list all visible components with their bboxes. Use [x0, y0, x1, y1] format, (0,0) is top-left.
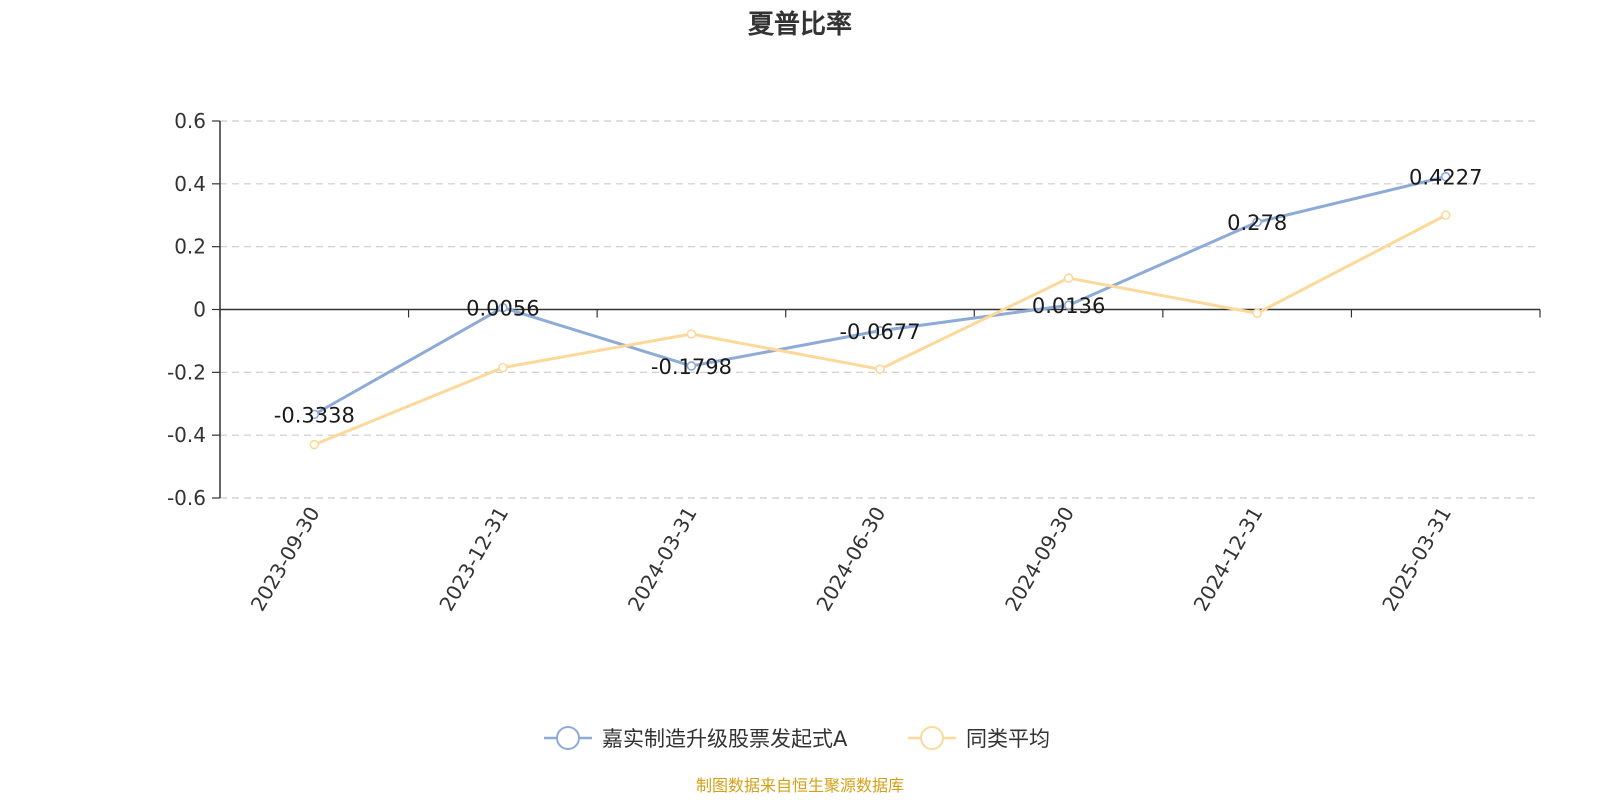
data-point [875, 325, 885, 336]
x-tick-label: 2023-09-30 [246, 503, 325, 616]
data-label: 0.0136 [1032, 294, 1105, 318]
y-tick-label: -0.4 [167, 423, 206, 447]
data-labels: -0.3338 0.0056 -0.1798 -0.0677 0.0136 0.278 0.… [274, 166, 1483, 428]
data-point [686, 361, 697, 371]
x-tick-label: 2023-12-31 [434, 503, 513, 616]
chart-title: 夏普比率 [748, 9, 852, 40]
data-label: -0.0677 [839, 320, 920, 344]
legend: 嘉实制造升级股票发起式A 同类平均 [544, 726, 1050, 751]
y-tick-label: 0.2 [174, 235, 206, 259]
legend-label: 同类平均 [966, 727, 1050, 751]
y-axis-ticks: -0.6 -0.4 -0.2 0 0.2 0.4 0.6 [167, 109, 220, 510]
data-point [686, 329, 697, 339]
x-tick-label: 2024-06-30 [811, 503, 890, 616]
series-group [309, 171, 1451, 450]
axes [219, 121, 1541, 498]
y-tick-label: 0.4 [174, 172, 206, 196]
data-point [875, 364, 885, 374]
legend-marker-icon [556, 726, 580, 750]
legend-item[interactable]: 嘉实制造升级股票发起式A [544, 726, 848, 751]
legend-item[interactable]: 同类平均 [908, 726, 1050, 751]
data-label: 0.278 [1227, 211, 1287, 235]
data-point [309, 439, 320, 450]
data-point [1440, 171, 1451, 182]
y-tick-label: -0.2 [167, 360, 206, 384]
source-note: 制图数据来自恒生聚源数据库 [696, 776, 904, 795]
legend-marker-icon [920, 726, 944, 750]
data-point [1440, 210, 1451, 221]
data-point [309, 409, 320, 420]
data-label: -0.3338 [274, 403, 355, 427]
x-tick-label: 2025-03-31 [1377, 503, 1456, 616]
legend-label: 嘉实制造升级股票发起式A [602, 727, 848, 751]
data-label: -0.1798 [651, 355, 732, 379]
data-point [498, 302, 508, 313]
x-tick-label: 2024-12-31 [1189, 503, 1268, 616]
x-axis-ticks: 2023-09-30 2023-12-31 2024-03-31 2024-06-30… [246, 503, 1456, 616]
data-point [1252, 217, 1262, 227]
data-label: 0.4227 [1409, 166, 1482, 190]
y-tick-label: 0.6 [174, 109, 206, 133]
data-label: 0.0056 [466, 297, 539, 321]
x-tick-label: 2024-09-30 [1000, 503, 1079, 616]
y-tick-label: 0 [193, 298, 206, 322]
data-point [1063, 273, 1074, 283]
data-point [1063, 300, 1074, 311]
data-point [498, 362, 508, 373]
data-point [1252, 308, 1262, 319]
y-tick-label: -0.6 [167, 486, 206, 510]
x-tick-label: 2024-03-31 [623, 503, 702, 616]
